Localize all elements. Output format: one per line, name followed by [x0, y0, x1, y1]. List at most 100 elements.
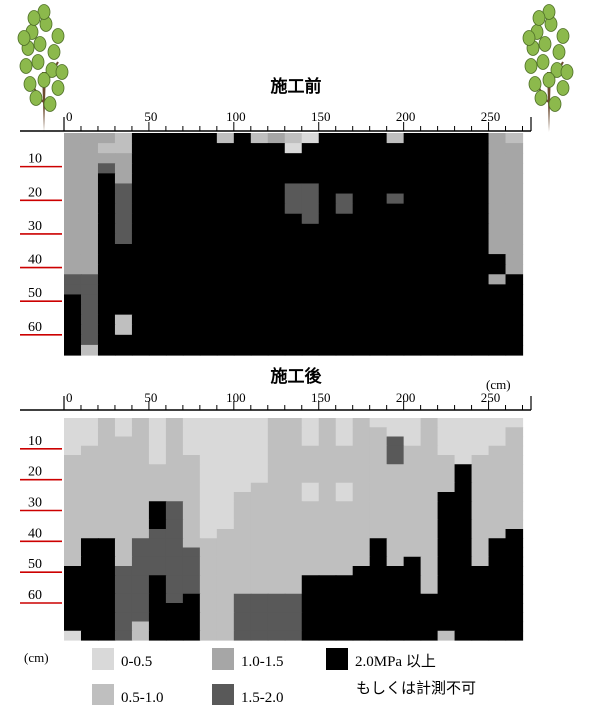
heatmap-cell: [454, 575, 473, 586]
heatmap-cell: [437, 193, 456, 205]
heatmap-cell: [233, 254, 252, 265]
heatmap-cell: [318, 274, 337, 285]
heatmap-cell: [250, 133, 269, 144]
heatmap-cell: [403, 427, 422, 438]
heatmap-cell: [284, 482, 303, 493]
heatmap-cell: [420, 445, 439, 456]
heatmap-cell: [335, 473, 354, 484]
heatmap-cell: [386, 244, 405, 255]
heatmap-cell: [284, 621, 303, 632]
heatmap-cell: [250, 575, 269, 586]
tree-leaf: [19, 58, 33, 74]
heatmap-cell: [352, 314, 371, 326]
heatmap-cell: [488, 556, 507, 567]
heatmap-cell: [131, 519, 150, 530]
heatmap-cell: [437, 183, 456, 195]
heatmap-cell: [182, 445, 201, 456]
heatmap-cell: [301, 621, 320, 632]
heatmap-cell: [284, 519, 303, 530]
heatmap-cell: [97, 304, 116, 316]
heatmap-cell: [454, 143, 473, 154]
heatmap-cell: [250, 193, 269, 205]
heatmap-cell: [386, 344, 405, 356]
heatmap-cell: [233, 324, 252, 336]
heatmap-cell: [148, 482, 167, 493]
heatmap-cell: [471, 193, 490, 205]
heatmap-cell: [97, 575, 116, 586]
heatmap-cell: [369, 529, 388, 539]
heatmap-cell: [64, 233, 82, 245]
heatmap-cell: [386, 203, 405, 215]
heatmap-cell: [488, 143, 507, 154]
heatmap-cell: [403, 264, 422, 275]
tree-leaf: [27, 10, 41, 26]
heatmap-cell: [64, 612, 82, 623]
heatmap-cell: [199, 193, 218, 205]
legend: 0-0.5 0.5-1.0 1.0-1.5 1.5-2.0 2.0MPa 以上もしくは計…: [92, 648, 476, 705]
heatmap-cell: [471, 334, 490, 346]
heatmap-cell: [420, 529, 439, 539]
heatmap-cell: [318, 556, 337, 567]
heatmap-cell: [318, 314, 337, 326]
heatmap-cell: [97, 445, 116, 456]
heatmap-cell: [250, 593, 269, 604]
heatmap-cell: [369, 427, 388, 438]
heatmap-cell: [267, 213, 286, 225]
x-tick-label: 150: [311, 390, 331, 405]
heatmap-cell: [182, 284, 201, 296]
heatmap-cell: [114, 133, 133, 144]
heatmap-cell: [64, 213, 82, 225]
heatmap-cell: [114, 575, 133, 586]
heatmap-cell: [369, 344, 388, 356]
heatmap-cell: [352, 445, 371, 456]
heatmap-cell: [250, 464, 269, 475]
heatmap-cell: [301, 455, 320, 465]
heatmap-cell: [352, 203, 371, 215]
heatmap-cell: [165, 213, 184, 225]
heatmap-cell: [148, 445, 167, 456]
heatmap-cell: [114, 334, 133, 346]
heatmap-cell: [352, 621, 371, 632]
heatmap-cell: [64, 193, 82, 205]
heatmap-cell: [369, 213, 388, 225]
heatmap-cell: [267, 284, 286, 296]
heatmap-cell: [335, 163, 354, 174]
heatmap-cell: [386, 274, 405, 285]
heatmap-cell: [471, 593, 490, 604]
heatmap-cell: [471, 584, 490, 595]
heatmap-cell: [114, 324, 133, 336]
heatmap-cell: [284, 183, 303, 195]
heatmap-cell: [114, 254, 133, 265]
heatmap-cell: [488, 630, 507, 641]
heatmap-cell: [420, 566, 439, 576]
heatmap-cell: [437, 294, 456, 306]
heatmap-cell: [369, 294, 388, 306]
heatmap-cell: [403, 566, 422, 576]
heatmap-cell: [114, 344, 133, 356]
heatmap-cell: [80, 183, 99, 195]
heatmap-cell: [233, 344, 252, 356]
heatmap-cell: [97, 264, 116, 275]
heatmap-cell: [216, 455, 235, 465]
heatmap-cell: [488, 133, 507, 144]
heatmap-cell: [335, 344, 354, 356]
heatmap-cell: [403, 612, 422, 623]
heatmap-cell: [454, 492, 473, 502]
heatmap-cell: [233, 153, 252, 164]
heatmap-cell: [284, 304, 303, 316]
heatmap-cell: [454, 630, 473, 641]
heatmap-cell: [386, 324, 405, 336]
heatmap-cell: [471, 473, 490, 484]
heatmap-cell: [471, 223, 490, 235]
heatmap-cell: [182, 566, 201, 576]
heatmap-cell: [80, 445, 99, 456]
heatmap-cell: [182, 244, 201, 255]
heatmap-cell: [352, 547, 371, 558]
y-tick-label: 60: [28, 320, 42, 335]
tree-leaf: [556, 80, 570, 96]
heatmap-cell: [233, 621, 252, 632]
heatmap-cell: [182, 294, 201, 306]
heatmap-cell: [352, 254, 371, 265]
heatmap-cell: [420, 630, 439, 641]
heatmap-cell: [199, 510, 218, 521]
